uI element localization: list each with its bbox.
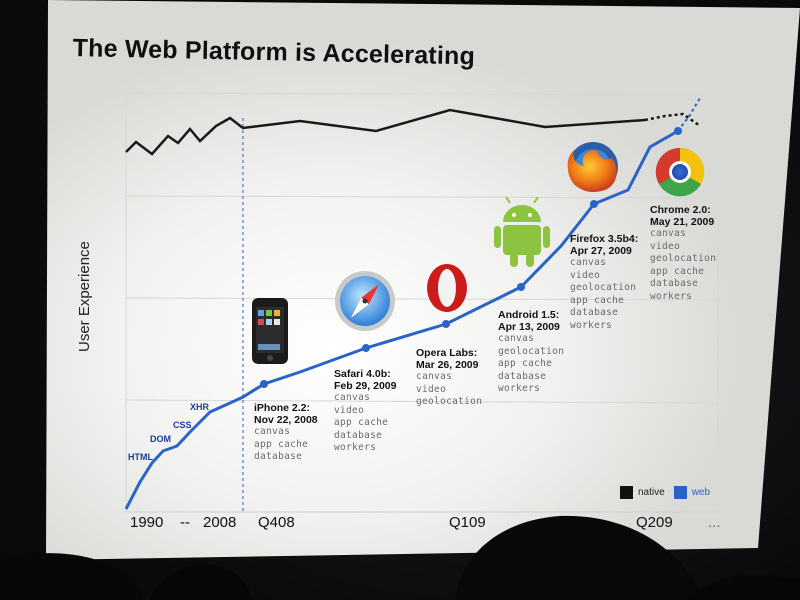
release-chrome: Chrome 2.0: May 21, 2009 canvas video ge… xyxy=(650,204,716,303)
slide-surface xyxy=(46,0,800,560)
feature-item: app cache xyxy=(254,438,309,450)
release-date: Feb 29, 2009 xyxy=(334,380,397,392)
release-firefox: Firefox 3.5b4: Apr 27, 2009 canvas video… xyxy=(570,233,638,332)
feature-item: geolocation xyxy=(416,396,483,407)
feature-item: canvas xyxy=(416,371,453,382)
timeline-label: DOM xyxy=(150,434,171,444)
release-name: Opera Labs: xyxy=(416,347,478,359)
marker-opera xyxy=(442,320,450,328)
release-safari: Safari 4.0b: Feb 29, 2009 canvas video a… xyxy=(334,368,396,455)
opera-icon xyxy=(427,264,467,312)
release-name: iPhone 2.2: xyxy=(254,402,311,414)
feature-item: geolocation xyxy=(498,345,565,357)
release-markers xyxy=(260,127,682,388)
feature-item: database xyxy=(254,451,303,462)
feature-item: video xyxy=(650,240,681,252)
feature-item: database xyxy=(650,278,699,289)
release-iphone: iPhone 2.2: Nov 22, 2008 canvas app cach… xyxy=(254,402,318,464)
marker-android xyxy=(517,283,525,291)
feature-item: workers xyxy=(498,383,541,394)
feature-item: video xyxy=(334,404,365,416)
marker-iphone xyxy=(260,380,268,388)
feature-item: canvas xyxy=(498,333,535,344)
x-axis-label: Q109 xyxy=(449,514,486,531)
feature-item: canvas xyxy=(334,392,371,403)
release-opera: Opera Labs: Mar 26, 2009 canvas video ge… xyxy=(416,347,482,409)
feature-item: database xyxy=(334,429,383,441)
native-line xyxy=(125,108,646,156)
x-axis-label: ... xyxy=(708,514,721,531)
marker-chrome xyxy=(674,127,682,135)
marker-safari xyxy=(362,344,370,352)
marker-firefox xyxy=(590,200,598,208)
x-axis-label: 2008 xyxy=(203,514,237,531)
safari-icon xyxy=(335,271,395,331)
web-line-projection xyxy=(677,97,701,132)
feature-item: workers xyxy=(334,442,377,453)
feature-item: app cache xyxy=(650,265,705,277)
chart-gridlines xyxy=(125,92,719,512)
feature-item: video xyxy=(416,383,447,395)
chart-legend: native web xyxy=(620,486,710,499)
release-date: Apr 27, 2009 xyxy=(570,245,632,257)
release-date: Apr 13, 2009 xyxy=(498,321,560,333)
x-axis-label: -- xyxy=(180,514,190,531)
feature-item: app cache xyxy=(570,294,625,306)
x-axis-label: 1990 xyxy=(130,514,164,531)
release-date: May 21, 2009 xyxy=(650,216,715,228)
legend-swatch-web xyxy=(673,486,687,499)
timeline-label: HTML xyxy=(128,452,153,462)
iphone-icon xyxy=(252,298,288,364)
feature-item: database xyxy=(570,307,619,318)
feature-item: workers xyxy=(650,290,693,302)
x-axis-label: Q408 xyxy=(258,514,295,531)
x-axis-label: Q209 xyxy=(636,514,673,531)
timeline-label: CSS xyxy=(173,420,192,430)
feature-item: app cache xyxy=(334,417,389,428)
feature-item: canvas xyxy=(254,426,291,437)
web-line xyxy=(124,129,679,510)
android-icon xyxy=(494,196,550,267)
release-name: Android 1.5: xyxy=(498,309,560,321)
legend-swatch-native xyxy=(620,486,633,499)
release-name: Firefox 3.5b4: xyxy=(570,233,639,245)
feature-item: video xyxy=(570,269,601,281)
release-name: Chrome 2.0: xyxy=(650,204,711,216)
legend-label-native: native xyxy=(638,487,665,498)
native-line-projection xyxy=(644,112,701,128)
feature-item: database xyxy=(498,370,547,382)
release-date: Nov 22, 2008 xyxy=(254,414,318,426)
legend-label-web: web xyxy=(691,487,711,498)
feature-item: workers xyxy=(570,319,613,331)
release-date: Mar 26, 2009 xyxy=(416,359,479,371)
feature-item: geolocation xyxy=(650,253,717,264)
release-name: Safari 4.0b: xyxy=(334,368,391,380)
release-android: Android 1.5: Apr 13, 2009 canvas geoloca… xyxy=(498,309,564,396)
feature-item: canvas xyxy=(570,257,607,268)
feature-item: geolocation xyxy=(570,282,637,293)
chrome-icon xyxy=(655,147,705,197)
feature-item: canvas xyxy=(650,228,687,239)
feature-item: app cache xyxy=(498,358,553,369)
timeline-label: XHR xyxy=(190,402,210,412)
firefox-icon xyxy=(567,142,618,192)
